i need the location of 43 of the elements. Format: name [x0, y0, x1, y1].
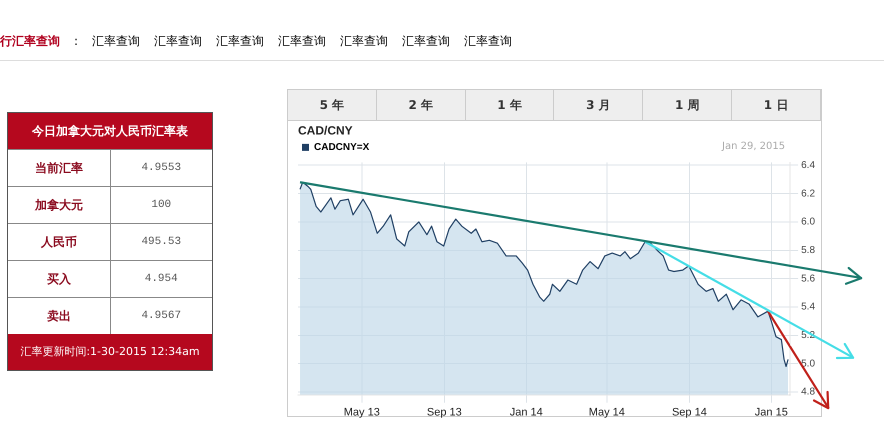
y-tick-label: 6.4	[801, 160, 816, 171]
text: 1 日	[732, 90, 821, 120]
text: 汇率查询	[216, 32, 264, 50]
text: Jan 29, 2015	[722, 141, 786, 152]
text: 4.9553	[140, 161, 182, 176]
text: 加拿大元	[8, 187, 110, 223]
text: 汇率查询	[92, 32, 140, 50]
text: 汇率查询	[402, 32, 450, 50]
text: 495.53	[140, 235, 182, 250]
chart-title: CAD/CNY	[298, 124, 353, 138]
text: 行汇率查询	[0, 32, 60, 50]
x-tick-label: Sep 13	[426, 406, 462, 418]
text: 3 月	[554, 90, 644, 120]
y-tick-label: 5.8	[801, 245, 816, 256]
y-tick-label: 5.6	[801, 273, 816, 284]
text: 5 年	[288, 90, 377, 120]
text: 2 年	[376, 90, 466, 120]
text: 4.954	[144, 272, 179, 287]
text: 1 周	[643, 90, 732, 120]
text: 汇率更新时间:1-30-2015 12:34am	[8, 334, 212, 370]
text: 汇率查询	[340, 32, 388, 50]
legend-label: CADCNY=X	[314, 142, 370, 154]
text: 1 年	[466, 90, 554, 120]
x-tick-label: Jan 15	[754, 406, 788, 418]
text: 100	[150, 198, 172, 213]
text: 汇率查询	[464, 32, 512, 50]
x-tick-label: May 14	[588, 406, 625, 418]
text: 当前汇率	[8, 150, 110, 186]
text: 4.9567	[140, 309, 182, 324]
text: :	[74, 34, 78, 48]
x-tick-label: Jan 14	[510, 406, 543, 418]
text: 卖出	[8, 298, 110, 334]
y-tick-label: 6.0	[801, 216, 816, 228]
y-tick-label: 4.8	[801, 386, 816, 398]
text: 汇率查询	[278, 32, 326, 50]
y-tick-label: 6.2	[801, 188, 816, 200]
x-tick-label: Sep 14	[672, 406, 707, 418]
text: 人民币	[8, 224, 110, 260]
text: 今日加拿大元对人民币汇率表	[8, 113, 212, 149]
text: 汇率查询	[154, 32, 202, 50]
x-tick-label: May 13	[344, 406, 380, 418]
text: 买入	[8, 261, 110, 297]
y-tick-label: 5.4	[801, 302, 816, 313]
